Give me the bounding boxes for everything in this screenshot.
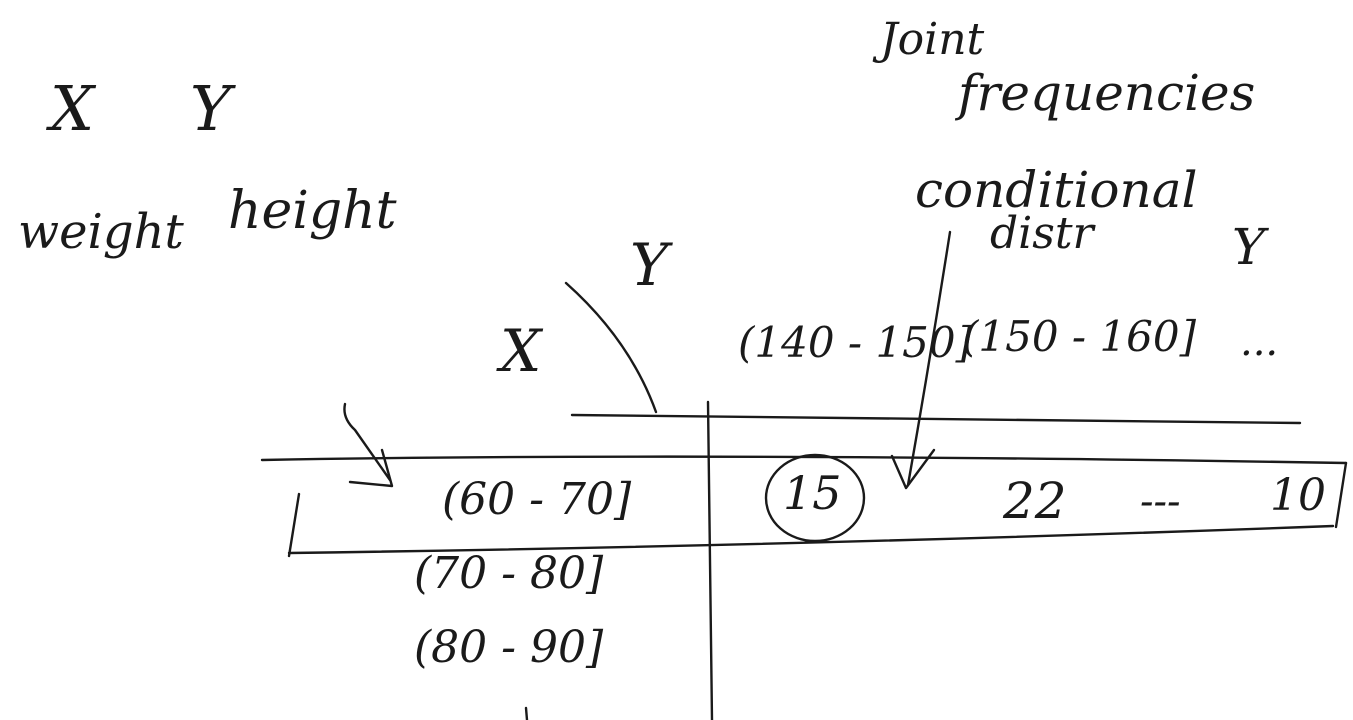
row-axis-label: X: [500, 317, 542, 385]
row-highlight-arrow: [343, 402, 392, 482]
joint-label-line2: frequencies: [958, 64, 1256, 122]
column-header: (140 - 150]: [738, 318, 972, 367]
highlight-band-right-edge: [1334, 461, 1348, 529]
conditional-arrow-head: [890, 448, 936, 490]
table-cell: 15: [783, 466, 842, 520]
conditional-label-line2: distr: [990, 208, 1094, 259]
row-ellipsis: ---: [1140, 479, 1181, 525]
column-ellipsis: ...: [1240, 319, 1279, 365]
row-header: (70 - 80]: [414, 548, 604, 599]
row-header: (80 - 90]: [414, 622, 604, 673]
highlight-band-top: [260, 455, 1348, 465]
variable-y-symbol: Y: [190, 72, 231, 145]
column-header: (150 - 160]: [962, 312, 1196, 361]
diagonal-header-line: [564, 281, 658, 414]
variable-y-name: height: [228, 181, 397, 241]
highlight-band-bottom: [287, 524, 1335, 555]
table-cell: 10: [1270, 470, 1326, 521]
column-axis-label: Y: [630, 231, 669, 299]
joint-label-line1: Joint: [880, 14, 985, 65]
table-vertical-divider: [706, 400, 714, 720]
highlight-circle: [764, 453, 866, 543]
conditional-label-line1: conditional: [915, 161, 1198, 219]
variable-x-symbol: X: [50, 72, 95, 145]
stray-mark: [524, 706, 529, 720]
row-header: (60 - 70]: [442, 474, 632, 525]
header-underline: [570, 413, 1302, 425]
table-cell: 22: [1003, 472, 1067, 530]
row-highlight-arrow-head: [348, 448, 394, 488]
highlight-band-left-edge: [287, 492, 301, 558]
conditional-arrow: [906, 230, 952, 487]
conditional-variable: Y: [1232, 218, 1266, 276]
variable-x-name: weight: [18, 204, 184, 260]
